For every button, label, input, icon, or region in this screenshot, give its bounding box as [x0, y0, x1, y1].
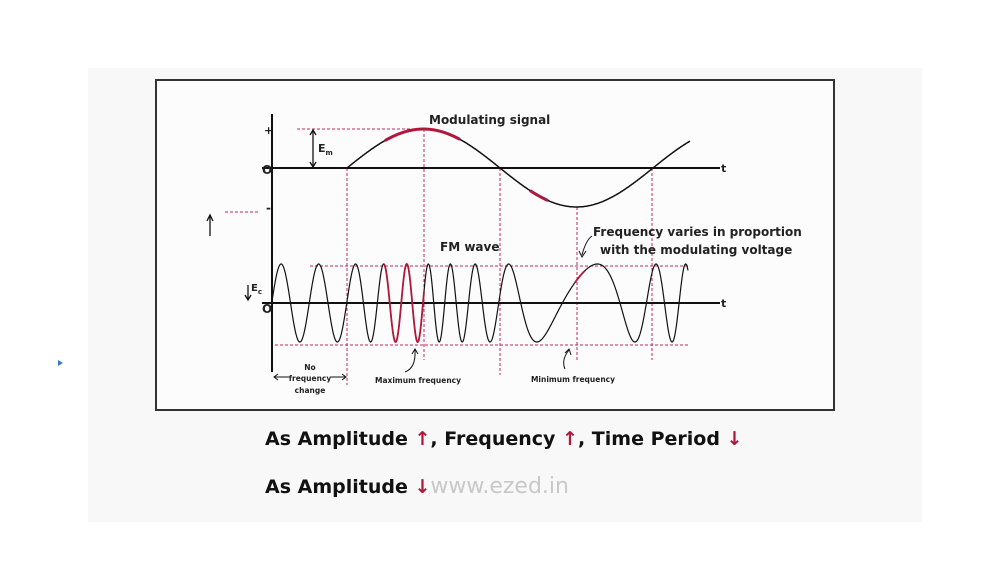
zero-label-top: O [262, 163, 272, 177]
fm-wave-curve [271, 263, 689, 343]
modulating-highlight-peak [384, 127, 461, 142]
caption-amplitude-2: As Amplitude [265, 476, 415, 498]
maximum-frequency-label: Maximum frequency [375, 376, 461, 385]
diagram-board [155, 79, 835, 411]
note-line-1: Frequency varies in proportion [593, 225, 802, 239]
min-freq-pointer-icon [563, 349, 570, 370]
t-label-top: t [721, 162, 726, 175]
watermark: www.ezed.in [430, 474, 569, 499]
minus-label: - [266, 201, 271, 215]
no-change-line-1: No [304, 363, 315, 372]
ec-down-arrow-icon [244, 285, 252, 302]
fm-wave-highlight [383, 263, 425, 343]
down-arrow-icon: ↓ [726, 428, 743, 450]
down-arrow-icon: ↓ [414, 476, 431, 498]
modulating-highlight-trough [529, 189, 549, 202]
caption-time-period: , Time Period [577, 428, 727, 450]
play-marker-icon[interactable] [58, 360, 63, 366]
dashed-guides [225, 128, 688, 385]
note-line-2: with the modulating voltage [600, 243, 792, 257]
caption-frequency: , Frequency [430, 428, 563, 450]
no-change-span-arrow-icon [273, 373, 347, 381]
fm-wave-label: FM wave [440, 240, 499, 254]
max-freq-pointer-icon [404, 349, 416, 373]
up-arrow-icon: ↑ [414, 428, 431, 450]
note-pointer-icon [581, 235, 593, 256]
em-label: Em [318, 142, 333, 157]
side-up-arrow-icon [206, 213, 214, 236]
zero-label-bottom: O [262, 302, 272, 316]
no-change-line-2: frequency [289, 374, 332, 383]
caption-line-2: As Amplitude ↓www.ezed.in [265, 474, 569, 499]
no-change-line-3: change [295, 386, 326, 395]
modulating-signal-label: Modulating signal [429, 113, 550, 127]
plus-label: + [264, 124, 273, 137]
fm-wave-highlight-min [574, 270, 586, 283]
up-arrow-icon: ↑ [562, 428, 578, 450]
t-label-bottom: t [721, 297, 726, 310]
em-double-arrow-icon [309, 128, 317, 169]
minimum-frequency-label: Minimum frequency [531, 375, 615, 384]
ec-label: Ec [251, 283, 262, 296]
caption-amplitude: As Amplitude [265, 428, 415, 450]
caption-line-1: As Amplitude ↑, Frequency ↑, Time Period… [265, 428, 742, 450]
